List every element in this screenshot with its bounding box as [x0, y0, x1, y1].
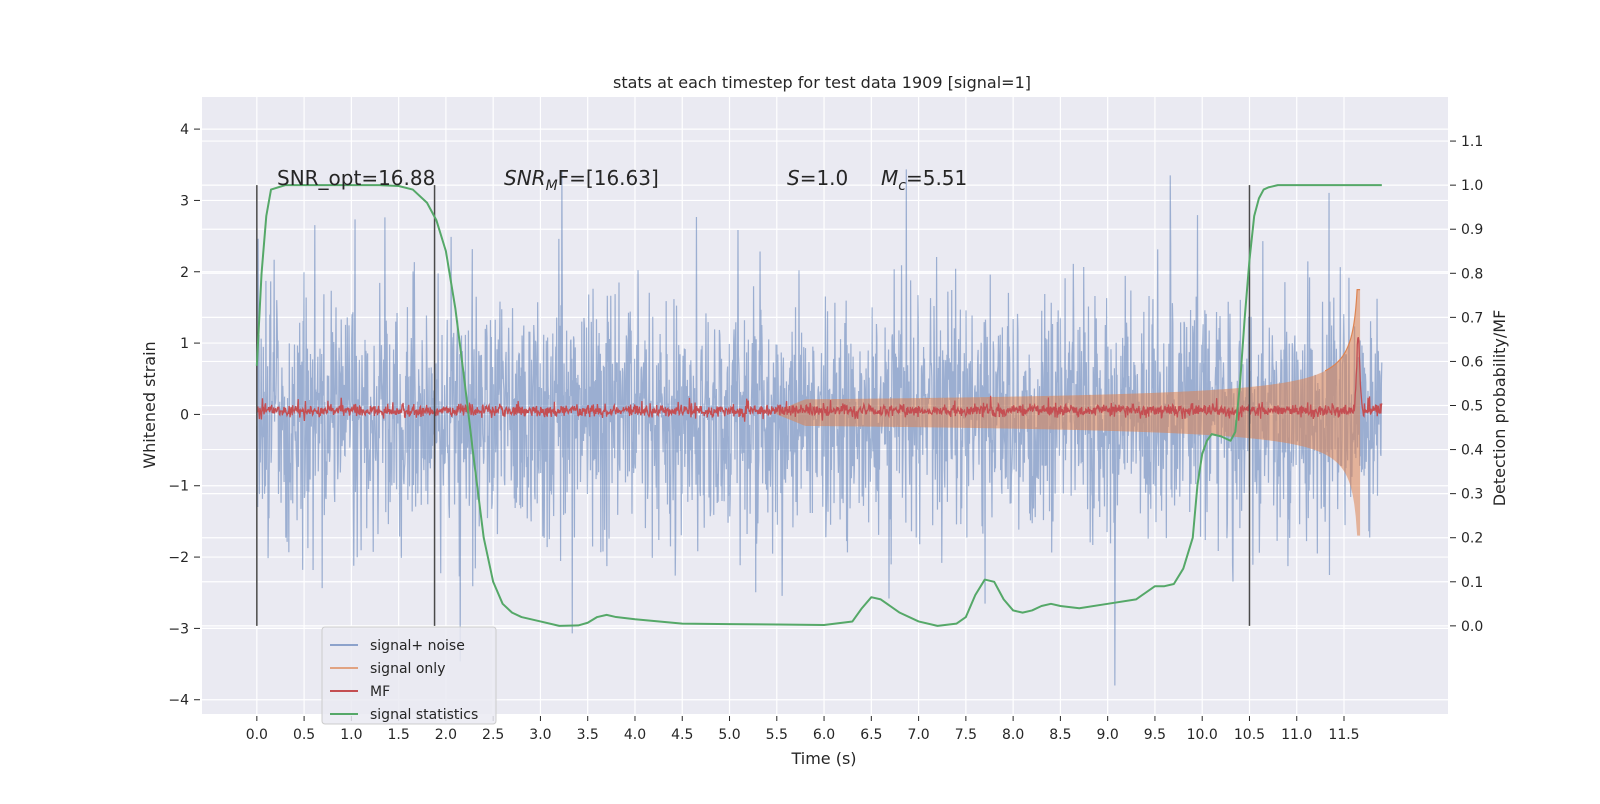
x-tick-label: 4.0: [624, 727, 646, 743]
x-tick-label: 6.0: [813, 727, 835, 743]
x-tick-label: 8.0: [1002, 727, 1024, 743]
chart-title: stats at each timestep for test data 190…: [613, 73, 1031, 92]
series-signal-statistics: [255, 184, 1382, 627]
x-tick-label: 8.5: [1049, 727, 1071, 743]
y-left-tick-label: 0: [180, 407, 189, 423]
annotation-snr-mf: SNRMF=[16.63]: [504, 166, 659, 194]
y-right-tick-label: 0.9: [1461, 222, 1483, 238]
x-tick-label: 2.5: [482, 727, 504, 743]
x-tick-labels: 0.0 0.5 1.0 1.5 2.0 2.5 3.0 3.5 4.0 4.5 5.0 5.5 6.0 6…: [246, 716, 1360, 743]
y-right-tick-label: 1.0: [1461, 178, 1483, 194]
x-tick-label: 10.5: [1234, 727, 1265, 743]
legend-label: signal+ noise: [370, 638, 465, 654]
y-left-tick-label: 1: [180, 336, 189, 352]
x-tick-label: 7.0: [907, 727, 929, 743]
legend-label: signal statistics: [370, 707, 478, 723]
x-axis-label: Time (s): [790, 749, 856, 768]
x-tick-label: 9.0: [1097, 727, 1119, 743]
y-left-tick-label: −2: [168, 550, 189, 566]
legend-label: signal only: [370, 661, 445, 677]
x-tick-label: 3.0: [529, 727, 551, 743]
y-right-tick-label: 0.3: [1461, 487, 1483, 503]
y-left-tick-labels: 4 3 2 1 0 −1 −2 −3 −4: [168, 122, 200, 709]
y-right-tick-label: 0.4: [1461, 443, 1483, 459]
x-tick-label: 7.5: [955, 727, 977, 743]
x-tick-label: 10.0: [1187, 727, 1218, 743]
x-tick-label: 1.5: [388, 727, 410, 743]
y-right-tick-label: 0.0: [1461, 619, 1483, 635]
y-axis-left-label: Whitened strain: [140, 341, 159, 468]
signal-statistics-line: [255, 184, 1382, 627]
y-right-tick-label: 0.2: [1461, 531, 1483, 547]
y-right-tick-label: 0.6: [1461, 354, 1483, 370]
x-tick-label: 3.5: [577, 727, 599, 743]
x-tick-label: 5.0: [718, 727, 740, 743]
series-signal-only: [776, 288, 1361, 536]
x-tick-label: 2.0: [435, 727, 457, 743]
y-left-tick-label: −4: [168, 693, 189, 709]
y-left-tick-label: −1: [168, 479, 189, 495]
y-left-tick-label: 4: [180, 122, 189, 138]
chirp-edge: [1324, 288, 1361, 372]
y-right-tick-label: 0.7: [1461, 310, 1483, 326]
mf-trace: [256, 337, 1383, 422]
y-right-tick-label: 0.5: [1461, 399, 1483, 415]
y-left-tick-label: 3: [180, 193, 189, 209]
x-tick-label: 11.5: [1328, 727, 1359, 743]
y-left-tick-label: −3: [168, 621, 189, 637]
y-left-tick-label: 2: [180, 265, 189, 281]
y-right-tick-label: 0.8: [1461, 266, 1483, 282]
annotation-s: S=1.0: [787, 166, 848, 190]
legend: signal+ noise signal only MF signal statist…: [321, 626, 497, 725]
annotation-snr-opt: SNR_opt=16.88: [277, 166, 435, 190]
series-mf: [256, 337, 1383, 422]
x-tick-label: 0.0: [246, 727, 268, 743]
x-tick-label: 0.5: [293, 727, 315, 743]
x-tick-label: 11.0: [1281, 727, 1312, 743]
x-tick-label: 4.5: [671, 727, 693, 743]
y-right-tick-label: 0.1: [1461, 575, 1483, 591]
x-tick-label: 6.5: [860, 727, 882, 743]
y-right-tick-labels: 1.1 1.0 0.9 0.8 0.7 0.6 0.5 0.4 0.3 0.2 0.1 0.0: [1450, 134, 1483, 635]
x-tick-label: 9.5: [1144, 727, 1166, 743]
chirp-envelope: [776, 289, 1361, 536]
x-tick-label: 1.0: [340, 727, 362, 743]
y-axis-right-label: Detection probability/MF: [1490, 310, 1509, 507]
annotation-mc: Mc=5.51: [881, 166, 967, 194]
legend-label: MF: [370, 684, 390, 700]
x-tick-label: 5.5: [766, 727, 788, 743]
y-right-tick-label: 1.1: [1461, 134, 1483, 150]
